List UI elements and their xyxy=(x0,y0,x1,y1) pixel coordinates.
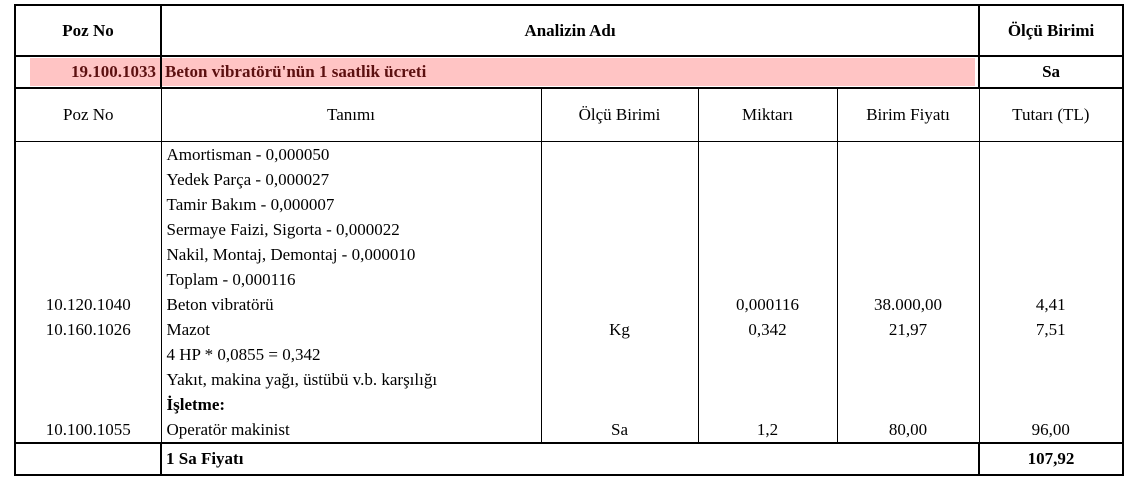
line-total xyxy=(980,367,1121,392)
line-qty xyxy=(699,217,836,242)
body-total-column: 4,41 7,51 96,00 xyxy=(978,141,1125,443)
line-poz: 10.120.1040 xyxy=(45,294,131,314)
body-qty-column: 0,000116 0,342 1,2 xyxy=(697,141,838,443)
line-qty: 0,342 xyxy=(748,319,787,339)
line-unit xyxy=(542,242,697,267)
line-price xyxy=(838,217,978,242)
line-price xyxy=(838,242,978,267)
line-price xyxy=(838,167,978,192)
line-unit: Sa xyxy=(611,419,628,439)
line-total xyxy=(980,392,1121,417)
line-total xyxy=(980,267,1121,292)
body-poz-column: 10.120.1040 10.160.1026 10.100.1055 xyxy=(14,141,162,443)
line-tanim: 4 HP * 0,0855 = 0,342 xyxy=(166,344,321,364)
footer-label: 1 Sa Fiyatı xyxy=(159,442,981,476)
body-unit-column: Kg Sa xyxy=(540,141,699,443)
line-qty: 1,2 xyxy=(756,419,779,439)
line-poz: 10.100.1055 xyxy=(45,419,131,439)
body-price-column: 38.000,00 21,97 80,00 xyxy=(836,141,980,443)
col-olcu-birimi: Ölçü Birimi xyxy=(540,87,699,142)
line-poz xyxy=(17,142,160,167)
line-price: 38.000,00 xyxy=(874,294,943,314)
line-unit xyxy=(542,392,697,417)
header-poz-no: Poz No xyxy=(14,4,162,57)
body-tanim-column: Amortisman - 0,000050 Yedek Parça - 0,000… xyxy=(160,141,542,443)
footer-total: 107,92 xyxy=(978,442,1125,476)
line-tanim: Operatör makinist xyxy=(166,419,290,439)
line-price xyxy=(838,367,978,392)
line-qty xyxy=(699,192,836,217)
line-total xyxy=(980,217,1121,242)
line-tanim: Toplam - 0,000116 xyxy=(166,269,296,289)
line-poz xyxy=(17,392,160,417)
header-olcu-birimi: Ölçü Birimi xyxy=(978,4,1125,57)
line-price xyxy=(838,192,978,217)
line-qty xyxy=(699,367,836,392)
line-unit xyxy=(542,192,697,217)
line-unit xyxy=(542,267,697,292)
line-tanim: Mazot xyxy=(166,319,210,339)
line-tanim: Amortisman - 0,000050 xyxy=(166,144,330,164)
line-total xyxy=(980,142,1121,167)
line-total: 96,00 xyxy=(1031,419,1070,439)
col-tanimi: Tanımı xyxy=(160,87,542,142)
line-poz: 10.160.1026 xyxy=(45,319,131,339)
analysis-unit: Sa xyxy=(978,55,1125,89)
line-total: 4,41 xyxy=(1035,294,1066,314)
col-miktari: Miktarı xyxy=(697,87,838,142)
line-unit xyxy=(542,142,697,167)
col-birim-fiyati: Birim Fiyatı xyxy=(836,87,980,142)
line-price xyxy=(838,342,978,367)
analysis-poz-no: 19.100.1033 xyxy=(14,55,162,89)
body-row: 10.120.1040 10.160.1026 10.100.1055 Amorti… xyxy=(14,141,1125,443)
line-tanim: Beton vibratörü xyxy=(166,294,274,314)
line-tanim: Nakil, Montaj, Demontaj - 0,000010 xyxy=(166,244,416,264)
line-tanim: Yedek Parça - 0,000027 xyxy=(166,169,330,189)
analysis-name: Beton vibratörü'nün 1 saatlik ücreti xyxy=(159,55,981,89)
line-qty xyxy=(699,267,836,292)
line-qty xyxy=(699,167,836,192)
line-total xyxy=(980,192,1121,217)
line-price xyxy=(838,392,978,417)
line-poz xyxy=(17,367,160,392)
line-tanim: Yakıt, makina yağı, üstübü v.b. karşılığ… xyxy=(166,369,438,389)
line-qty xyxy=(699,142,836,167)
line-unit xyxy=(542,367,697,392)
analysis-table: Poz No Analizin Adı Ölçü Birimi 19.100.1… xyxy=(14,4,1125,476)
line-unit xyxy=(542,167,697,192)
line-poz xyxy=(17,242,160,267)
line-poz xyxy=(17,342,160,367)
line-total xyxy=(980,342,1121,367)
line-qty: 0,000116 xyxy=(735,294,800,314)
line-tanim: Sermaye Faizi, Sigorta - 0,000022 xyxy=(166,219,400,239)
line-poz xyxy=(17,192,160,217)
line-unit xyxy=(542,342,697,367)
line-qty xyxy=(699,392,836,417)
col-poz-no: Poz No xyxy=(14,87,162,142)
line-qty xyxy=(699,242,836,267)
line-qty xyxy=(699,342,836,367)
line-poz xyxy=(17,217,160,242)
line-unit xyxy=(542,217,697,242)
header-analiz-adi: Analizin Adı xyxy=(159,4,981,57)
line-poz xyxy=(17,267,160,292)
col-tutari: Tutarı (TL) xyxy=(978,87,1125,142)
line-price xyxy=(838,267,978,292)
line-total xyxy=(980,167,1121,192)
line-total xyxy=(980,242,1121,267)
line-tanim: Tamir Bakım - 0,000007 xyxy=(166,194,335,214)
line-unit xyxy=(542,292,697,317)
line-price: 21,97 xyxy=(888,319,928,339)
line-price: 80,00 xyxy=(888,419,928,439)
line-total: 7,51 xyxy=(1035,319,1066,339)
line-unit: Kg xyxy=(609,319,630,339)
line-poz xyxy=(17,167,160,192)
line-tanim: İşletme: xyxy=(166,394,226,414)
line-price xyxy=(838,142,978,167)
